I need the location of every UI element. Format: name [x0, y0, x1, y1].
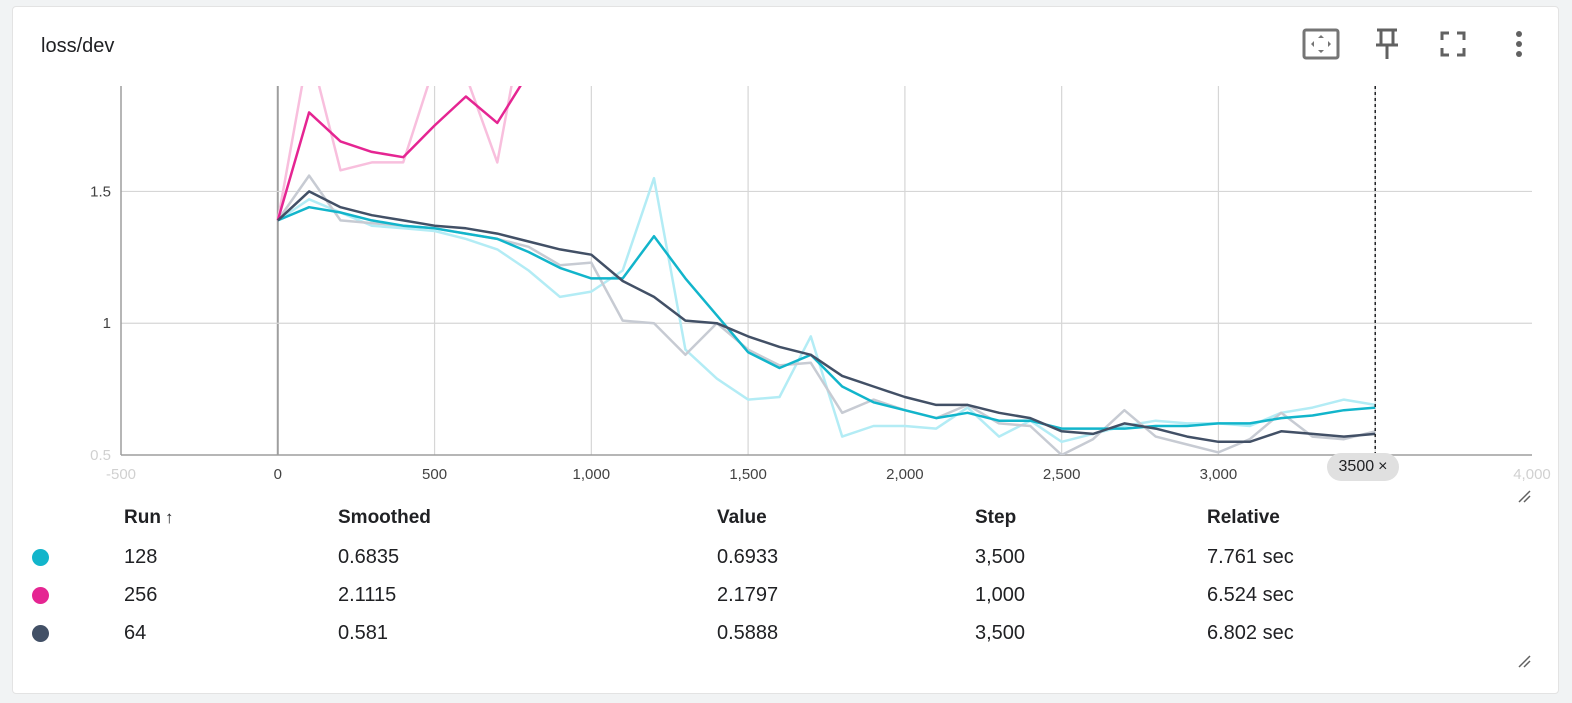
series-lines — [276, 86, 1376, 455]
run-color-dot — [32, 586, 49, 604]
pin-icon — [1376, 28, 1398, 59]
step-chip-label: 3500 — [1338, 458, 1375, 475]
run-color-dot — [32, 624, 49, 642]
relative-cell: 6.524 sec — [1207, 583, 1294, 606]
run-color-dot — [32, 548, 49, 566]
y-tick-label: 1.5 — [90, 183, 111, 200]
fit-domain-icon — [1302, 28, 1340, 60]
relative-column-header[interactable]: Relative — [1207, 507, 1280, 528]
x-tick-label: 4,000 — [1513, 466, 1551, 483]
y-tick-label: 0.5 — [90, 447, 111, 464]
fullscreen-icon — [1440, 31, 1466, 57]
axes — [120, 86, 1532, 456]
run-header-label: Run — [124, 507, 161, 528]
value-cell: 0.6933 — [717, 545, 779, 568]
x-tick-label: 1,000 — [573, 466, 611, 483]
sort-ascending-icon: ↑ — [164, 508, 174, 527]
scalar-card: loss/dev — [12, 6, 1559, 694]
color-header — [20, 498, 124, 538]
x-tick-label: 500 — [422, 466, 447, 483]
y-tick-label: 1 — [103, 315, 111, 332]
pin-button[interactable] — [1354, 24, 1420, 64]
resize-handle-icon[interactable] — [1517, 489, 1531, 503]
smoothed-cell: 2.1115 — [338, 583, 397, 606]
relative-cell: 7.761 sec — [1207, 545, 1294, 568]
close-icon[interactable]: × — [1378, 458, 1388, 475]
smoothed-column-header[interactable]: Smoothed — [338, 507, 431, 528]
table-header-row: Run ↑ Smoothed Value Step Relative — [20, 498, 1467, 538]
more-menu-button[interactable] — [1486, 24, 1552, 64]
step-cell: 3,500 — [975, 621, 1026, 644]
run-cell: 64 — [124, 621, 147, 644]
run-column-header[interactable]: Run ↑ — [124, 498, 338, 538]
value-column-header[interactable]: Value — [717, 507, 767, 528]
line-chart[interactable]: -500 0 500 1,000 1,500 2,000 2,500 3,000 4,000 0.… — [0, 0, 1572, 500]
fit-domain-button[interactable] — [1288, 24, 1354, 64]
run-data-table: Run ↑ Smoothed Value Step Relative 128 0.… — [20, 498, 1467, 652]
step-cell: 1,000 — [975, 583, 1026, 606]
step-column-header[interactable]: Step — [975, 507, 1017, 528]
run-cell: 256 — [124, 583, 158, 606]
grid-lines — [121, 86, 1532, 455]
series-smoothed-line-64 — [276, 190, 1376, 444]
x-tick-label: 2,000 — [886, 466, 924, 483]
x-tick-label: 1,500 — [729, 466, 767, 483]
x-tick-label: 3,000 — [1200, 466, 1238, 483]
series-raw-line-256 — [276, 86, 513, 221]
value-cell: 2.1797 — [717, 583, 779, 606]
series-raw-line-128 — [277, 176, 1376, 444]
table-resize-handle-icon[interactable] — [1517, 654, 1531, 668]
table-row: 64 0.581 0.5888 3,500 6.802 sec — [20, 614, 1467, 652]
card-title: loss/dev — [41, 35, 115, 57]
smoothed-cell: 0.581 — [338, 621, 389, 644]
step-cell: 3,500 — [975, 545, 1026, 568]
more-vert-icon — [1516, 31, 1522, 57]
card-toolbar — [1288, 24, 1554, 64]
run-cell: 128 — [124, 545, 158, 568]
series-smoothed-line-128 — [277, 205, 1376, 430]
series-smoothed-line-256 — [276, 86, 522, 221]
table-row: 256 2.1115 2.1797 1,000 6.524 sec — [20, 576, 1467, 614]
smoothed-cell: 0.6835 — [338, 545, 400, 568]
tick-labels: -500 0 500 1,000 1,500 2,000 2,500 3,000 4,000 0.… — [90, 183, 1551, 483]
x-tick-label: 2,500 — [1043, 466, 1081, 483]
step-chip[interactable]: 3500 × — [1327, 453, 1399, 481]
fullscreen-button[interactable] — [1420, 24, 1486, 64]
table-row: 128 0.6835 0.6933 3,500 7.761 sec — [20, 538, 1467, 576]
series-raw-line-64 — [276, 174, 1376, 455]
value-cell: 0.5888 — [717, 621, 779, 644]
relative-cell: 6.802 sec — [1207, 621, 1294, 644]
x-tick-label: -500 — [106, 466, 136, 483]
x-tick-label: 0 — [274, 466, 282, 483]
